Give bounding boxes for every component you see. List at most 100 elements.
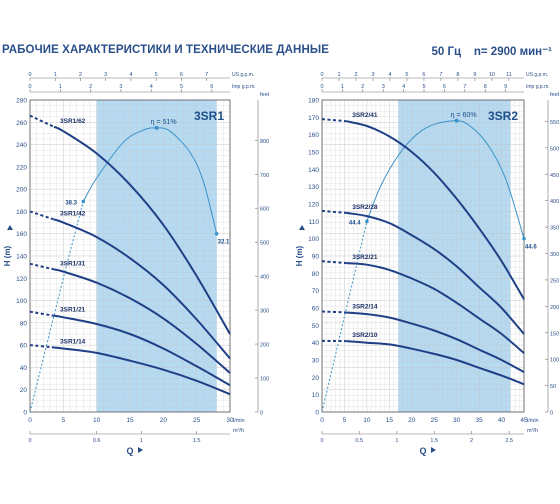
y-tick-label: 70 — [312, 288, 320, 295]
chart-panel-3sr2: 0102030405060708090100110120130140150160… — [295, 72, 560, 456]
pump-model-label: 3SR2/10 — [352, 332, 378, 339]
x-unit-primary: l/min — [233, 418, 245, 424]
y-tick-label: 90 — [312, 254, 320, 261]
y-tick-label: 10 — [312, 392, 320, 399]
pump-curve — [53, 314, 231, 387]
imp-gpm-tick-label: 3 — [382, 84, 385, 90]
pump-curve — [346, 311, 525, 373]
y-tick-label: 100 — [16, 298, 27, 305]
efficiency-peak-marker — [454, 118, 459, 123]
feet-tick-label: 500 — [260, 241, 269, 247]
x-axis-label: Q — [126, 446, 133, 456]
m3h-tick-label: 2.5 — [505, 438, 513, 444]
pump-curve — [53, 346, 231, 396]
m3h-tick-label: 1.5 — [193, 438, 201, 444]
y-tick-label: 140 — [16, 254, 27, 261]
m3h-tick-label: 0.6 — [93, 438, 101, 444]
feet-tick-label: 300 — [550, 252, 559, 258]
feet-tick-label: 100 — [260, 377, 269, 383]
y-axis-label: H (m) — [295, 245, 304, 266]
pump-curve — [53, 125, 231, 335]
pump-model-label: 3SR1/14 — [60, 339, 86, 346]
m3h-tick-label: 0 — [320, 438, 323, 444]
pump-curve — [53, 218, 231, 360]
us-gpm-tick-label: 6 — [180, 72, 183, 78]
efficiency-right-label: 32.1 — [218, 240, 230, 246]
us-gpm-tick-label: 2 — [79, 72, 82, 78]
pump-curve-dashed — [321, 209, 347, 214]
feet-tick-label: 200 — [550, 305, 559, 311]
us-gpm-tick-label: 3 — [371, 72, 374, 78]
pump-curve-dashed — [321, 260, 347, 265]
y-tick-label: 140 — [308, 167, 319, 174]
feet-tick-label: 550 — [550, 120, 559, 126]
us-gpm-tick-label: 1 — [54, 72, 57, 78]
us-gpm-tick-label: 10 — [489, 72, 495, 78]
imp-gpm-tick-label: 5 — [423, 84, 426, 90]
x-unit-secondary: m³/h — [527, 428, 538, 434]
y-tick-label: 170 — [308, 115, 319, 122]
y-tick-label: 80 — [312, 271, 320, 278]
pump-model-label: 3SR1/62 — [60, 118, 86, 125]
y-tick-label: 130 — [308, 184, 319, 191]
us-gpm-tick-label: 0 — [320, 72, 323, 78]
us-gpm-tick-label: 4 — [129, 72, 132, 78]
efficiency-peak-label: η = 60% — [451, 112, 477, 119]
m3h-tick-label: 0 — [28, 438, 31, 444]
x-unit-secondary: m³/h — [233, 428, 244, 434]
efficiency-curve-dashed — [321, 221, 368, 413]
imp-gpm-tick-label: 8 — [484, 84, 487, 90]
feet-tick-label: 700 — [260, 173, 269, 179]
y-tick-label: 40 — [312, 340, 320, 347]
pump-model-label: 3SR1/42 — [60, 210, 86, 217]
chart-title: 3SR1 — [194, 109, 224, 123]
y-tick-label: 160 — [308, 132, 319, 139]
us-gpm-tick-label: 4 — [388, 72, 391, 78]
y-axis-arrow-icon — [7, 225, 13, 230]
us-gpm-tick-label: 0 — [28, 72, 31, 78]
y-tick-label: 50 — [312, 323, 320, 330]
efficiency-peak-label: η = 51% — [151, 119, 177, 126]
efficiency-peak-marker — [154, 125, 159, 130]
x-axis-arrow-icon — [431, 447, 436, 453]
imp-gpm-tick-label: 7 — [463, 84, 466, 90]
y-tick-label: 150 — [308, 150, 319, 157]
y-tick-label: 0 — [23, 410, 27, 417]
pump-curve-dashed — [29, 310, 55, 317]
feet-tick-label: 800 — [260, 139, 269, 145]
m3h-tick-label: 0.5 — [355, 438, 363, 444]
feet-tick-label: 400 — [260, 275, 269, 281]
m3h-tick-label: 1.5 — [430, 438, 438, 444]
feet-tick-label: 350 — [550, 226, 559, 232]
x-tick-label: 25 — [431, 417, 439, 424]
frequency-label: 50 Гц — [431, 46, 462, 58]
us-gpm-tick-label: 7 — [205, 72, 208, 78]
y-tick-label: 280 — [16, 98, 27, 105]
feet-tick-label: 0 — [260, 411, 263, 417]
efficiency-left-label: 38.3 — [65, 200, 77, 206]
plot-frame — [321, 99, 525, 413]
y-tick-label: 200 — [16, 187, 27, 194]
x-tick-label: 20 — [160, 417, 168, 424]
imp-gpm-tick-label: 5 — [180, 84, 183, 90]
us-gpm-tick-label: 3 — [104, 72, 107, 78]
us-gpm-tick-label: 1 — [337, 72, 340, 78]
efficiency-curve-dashed — [29, 201, 84, 413]
speed-label: n= 2900 мин⁻¹ — [473, 46, 552, 58]
plot-frame — [29, 99, 231, 413]
imp-gpm-tick-label: 4 — [402, 84, 405, 90]
efficiency-right-marker — [214, 231, 219, 236]
imp-gpm-tick-label: 4 — [150, 84, 153, 90]
pump-curve-dashed — [29, 262, 55, 271]
imp-gpm-tick-label: 2 — [361, 84, 364, 90]
efficiency-left-label: 44.4 — [349, 220, 361, 226]
imp-gpm-unit: Imp g.p.m. — [526, 84, 550, 90]
y-tick-label: 20 — [312, 375, 320, 382]
x-axis-label: Q — [419, 446, 426, 456]
pump-curve-dashed — [321, 310, 347, 314]
us-gpm-tick-label: 7 — [439, 72, 442, 78]
y-tick-label: 260 — [16, 120, 27, 127]
pump-model-label: 3SR2/41 — [352, 112, 378, 119]
feet-tick-label: 100 — [550, 358, 559, 364]
